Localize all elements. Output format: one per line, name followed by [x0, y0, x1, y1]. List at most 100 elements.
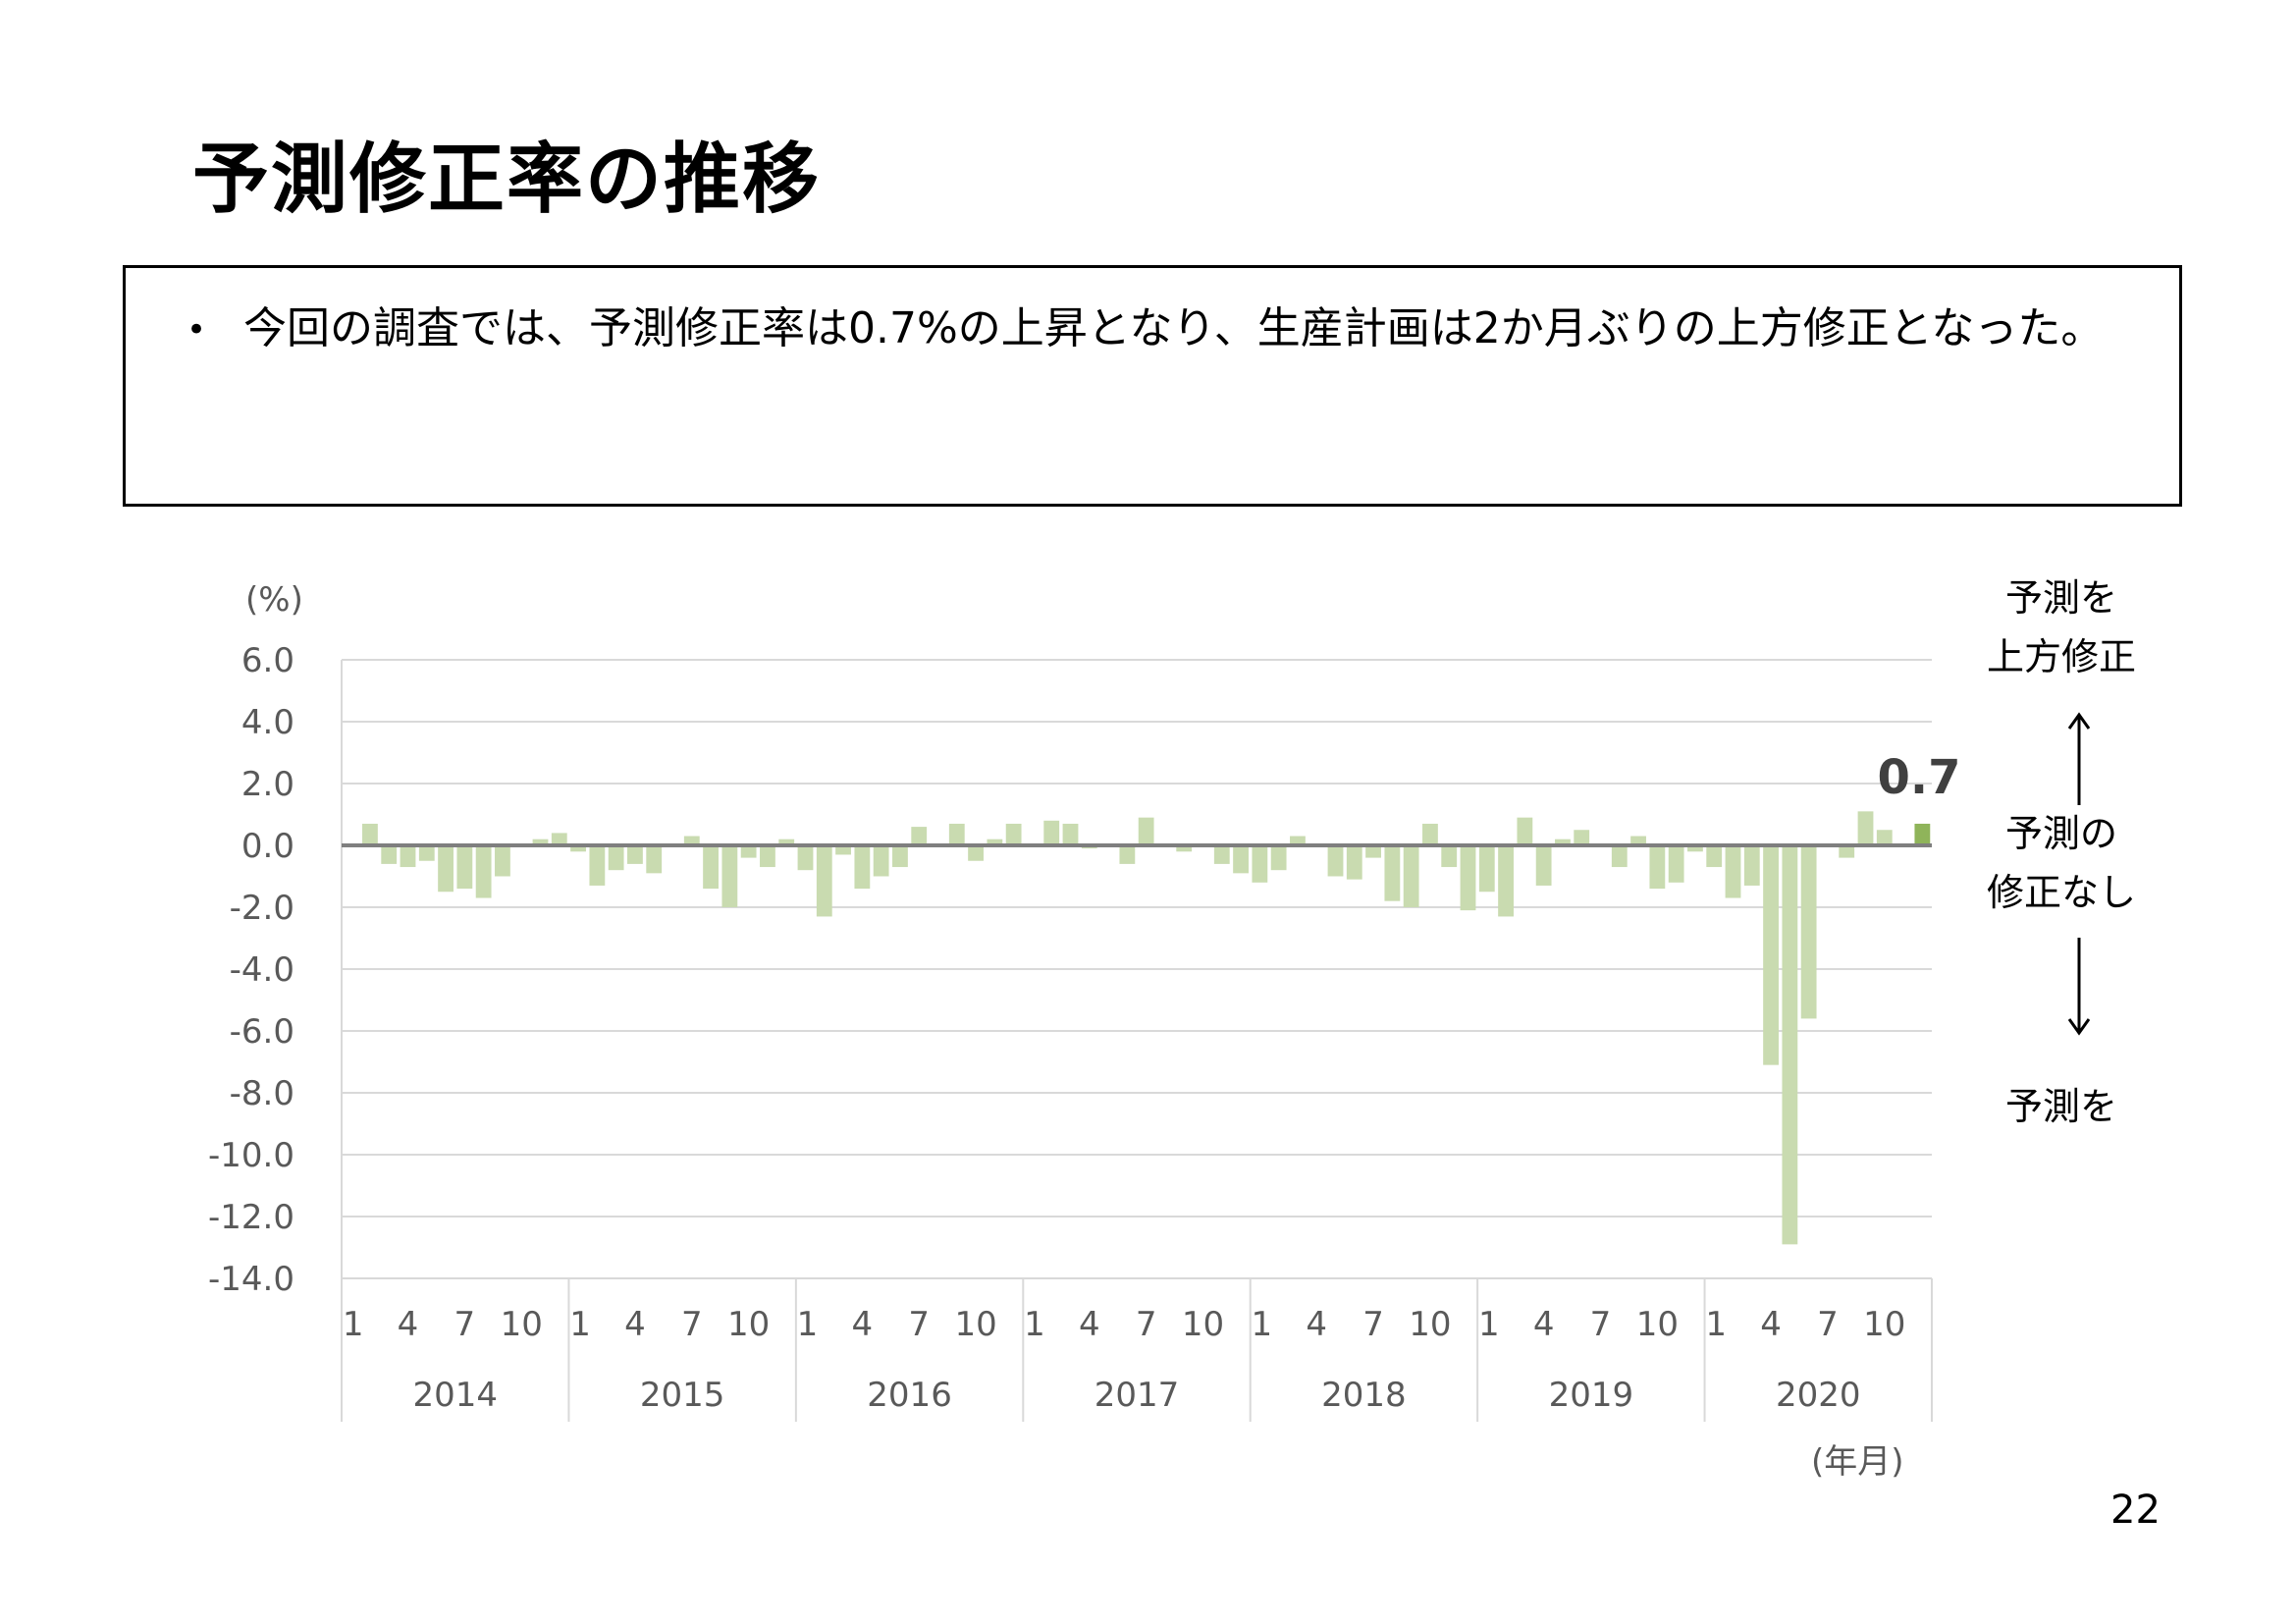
x-month-tick-label: 7 [1136, 1305, 1157, 1344]
bar [1763, 845, 1779, 1065]
up-arrow-icon [2067, 712, 2091, 805]
bar [608, 845, 624, 871]
bar [1422, 823, 1438, 845]
x-year-label: 2017 [1095, 1376, 1180, 1415]
x-year-label: 2019 [1549, 1376, 1634, 1415]
bar [892, 845, 908, 868]
bar [1555, 839, 1571, 845]
x-month-tick-label: 1 [1252, 1305, 1273, 1344]
note-upper-line1: 予測を [2005, 576, 2117, 620]
axes: 6.0 4.0 2.0 0.0 -2.0 -4.0 -6.0 -8.0 -10.0 -12.0 -1… [208, 641, 1933, 1422]
bar [551, 833, 567, 845]
bar [835, 845, 851, 855]
y-tick-label: -14.0 [208, 1260, 294, 1299]
note-lower-line1: 予測を [2005, 1085, 2117, 1128]
bar [1252, 845, 1268, 883]
bar [1043, 820, 1060, 845]
x-month-tick-label: 7 [908, 1305, 930, 1344]
y-tick-label: 4.0 [241, 703, 294, 742]
bar [456, 845, 473, 890]
x-year-label: 2018 [1321, 1376, 1407, 1415]
y-tick-label: 6.0 [241, 641, 294, 680]
x-year-label: 2015 [640, 1376, 725, 1415]
x-month-tick-label: 10 [954, 1305, 996, 1344]
bar [1062, 823, 1079, 845]
bar [1290, 836, 1306, 845]
y-tick-label: -10.0 [208, 1136, 294, 1175]
bar [381, 845, 398, 864]
bar [400, 845, 416, 868]
y-tick-label: 2.0 [241, 765, 294, 804]
bar [1403, 845, 1419, 907]
x-month-tick-label: 7 [1817, 1305, 1839, 1344]
x-month-tick-label: 10 [1182, 1305, 1224, 1344]
x-axis-label: (年月) [1811, 1442, 1904, 1482]
bar [532, 839, 549, 845]
bar [1327, 845, 1344, 877]
y-axis-label: (%) [245, 580, 303, 620]
x-month-tick-label: 1 [1705, 1305, 1727, 1344]
bar [1478, 845, 1495, 893]
bar [475, 845, 492, 898]
bar [1138, 817, 1154, 845]
bar [1914, 823, 1931, 845]
y-tick-label: -8.0 [230, 1074, 294, 1113]
bar [495, 845, 510, 877]
x-month-tick-label: 4 [852, 1305, 874, 1344]
x-month-tick-label: 10 [1409, 1305, 1451, 1344]
y-tick-label: 0.0 [241, 827, 294, 866]
x-year-label: 2014 [412, 1376, 498, 1415]
bar [1384, 845, 1401, 901]
x-month-tick-label: 4 [1533, 1305, 1555, 1344]
bar [987, 839, 1003, 845]
bar [1233, 845, 1249, 874]
x-month-tick-label: 4 [624, 1305, 646, 1344]
x-month-tick-label: 4 [1306, 1305, 1327, 1344]
bar [362, 823, 378, 845]
bullet-icon: • [187, 310, 207, 350]
bar [1743, 845, 1760, 886]
note-middle-line1: 予測の [2005, 812, 2117, 855]
bar [1517, 817, 1533, 845]
y-tick-label: -12.0 [208, 1198, 294, 1237]
x-month-tick-label: 7 [1590, 1305, 1612, 1344]
bar [948, 823, 965, 845]
bar [1839, 845, 1855, 858]
bar [1706, 845, 1723, 868]
bar [1630, 836, 1646, 845]
bar [1725, 845, 1741, 898]
x-year-label: 2020 [1776, 1376, 1861, 1415]
x-month-tick-label: 1 [1478, 1305, 1500, 1344]
bar [683, 836, 700, 845]
bar [1270, 845, 1287, 871]
x-month-tick-label: 4 [1760, 1305, 1782, 1344]
bar [627, 845, 643, 864]
y-tick-label: -6.0 [230, 1012, 294, 1052]
bar [721, 845, 738, 907]
bar [873, 845, 889, 877]
bar [1687, 845, 1703, 852]
bar [968, 845, 984, 861]
x-month-tick-label: 1 [343, 1305, 364, 1344]
bar [1782, 845, 1798, 1245]
bar [1611, 845, 1628, 868]
bar [418, 845, 435, 861]
bar [570, 845, 586, 852]
bars [343, 811, 1931, 1245]
grid-lines [342, 659, 1932, 1279]
bar [1119, 845, 1136, 864]
bar [646, 845, 663, 874]
bar [1574, 830, 1590, 845]
x-month-tick-label: 1 [569, 1305, 591, 1344]
x-month-tick-label: 1 [797, 1305, 819, 1344]
bar [816, 845, 832, 917]
x-month-tick-label: 7 [681, 1305, 703, 1344]
bar [1800, 845, 1817, 1019]
latest-value-label: 0.7 [1877, 750, 1960, 805]
x-month-tick-label: 10 [1863, 1305, 1905, 1344]
y-tick-label: -4.0 [230, 950, 294, 990]
bar [589, 845, 606, 886]
bar [1213, 845, 1230, 864]
summary-box: • 今回の調査では、予測修正率は0.7%の上昇となり、生産計画は2か月ぶりの上方… [123, 265, 2182, 507]
bar [760, 845, 775, 868]
